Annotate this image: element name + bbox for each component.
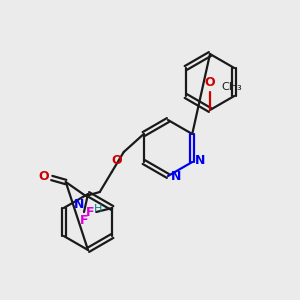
Text: N: N	[171, 170, 181, 184]
Text: N: N	[74, 198, 84, 211]
Text: O: O	[111, 154, 122, 167]
Text: CH₃: CH₃	[221, 82, 242, 92]
Text: F: F	[86, 206, 94, 220]
Text: F: F	[80, 214, 88, 227]
Text: O: O	[205, 76, 215, 89]
Text: O: O	[38, 170, 49, 184]
Text: H: H	[94, 204, 102, 214]
Text: N: N	[195, 154, 206, 167]
